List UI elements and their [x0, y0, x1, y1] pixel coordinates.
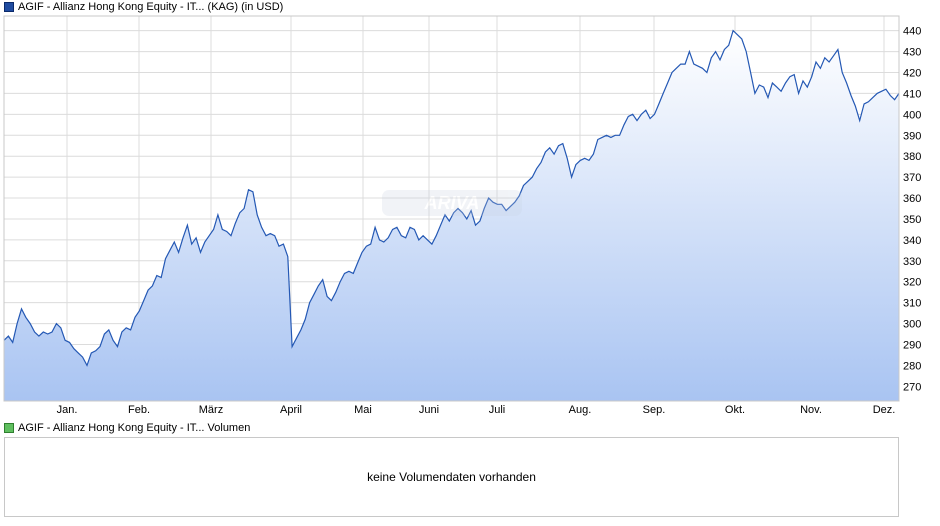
- volume-panel: keine Volumendaten vorhanden: [4, 437, 899, 517]
- legend-price-label: AGIF - Allianz Hong Kong Equity - IT... …: [18, 1, 284, 13]
- y-axis: 270 280 290 300 310 320 330 340 350 360 370 380 390 4…: [903, 26, 921, 394]
- x-tick-label: Aug.: [569, 404, 592, 416]
- x-tick-label: Okt.: [725, 404, 745, 416]
- volume-empty-message: keine Volumendaten vorhanden: [367, 470, 536, 484]
- y-tick-label: 370: [903, 172, 921, 184]
- plot-frame: [3, 15, 900, 402]
- x-tick-label: Jan.: [57, 404, 78, 416]
- y-tick-label: 310: [903, 298, 921, 310]
- legend-price: AGIF - Allianz Hong Kong Equity - IT... …: [4, 0, 283, 14]
- legend-volume-label: AGIF - Allianz Hong Kong Equity - IT... …: [18, 422, 251, 434]
- y-tick-label: 440: [903, 26, 921, 38]
- y-tick-label: 270: [903, 381, 921, 393]
- x-axis: Jan. Feb. März April Mai Juni Juli Aug. Sep. Okt.…: [57, 404, 896, 416]
- y-tick-label: 290: [903, 340, 921, 352]
- y-tick-label: 340: [903, 235, 921, 247]
- y-tick-label: 360: [903, 193, 921, 205]
- x-tick-label: Juli: [489, 404, 506, 416]
- ariva-watermark: ARIVA: [382, 190, 522, 216]
- x-tick-label: Mai: [354, 404, 372, 416]
- price-chart: ARIVA 270 280 290 300 310 320 330 340 350 360 370 3…: [3, 15, 921, 416]
- price-line: [3, 29, 900, 367]
- price-area: [4, 30, 899, 401]
- svg-text:ARIVA: ARIVA: [424, 193, 480, 213]
- x-tick-label: Sep.: [643, 404, 666, 416]
- legend-volume: AGIF - Allianz Hong Kong Equity - IT... …: [4, 421, 250, 435]
- y-tick-label: 280: [903, 360, 921, 372]
- y-tick-label: 300: [903, 319, 921, 331]
- x-tick-label: April: [280, 404, 302, 416]
- y-tick-label: 420: [903, 67, 921, 79]
- y-tick-label: 430: [903, 47, 921, 59]
- x-tick-label: Nov.: [800, 404, 822, 416]
- y-tick-label: 330: [903, 256, 921, 268]
- legend-price-swatch: [4, 2, 14, 12]
- y-tick-label: 400: [903, 109, 921, 121]
- y-tick-label: 380: [903, 151, 921, 163]
- legend-volume-swatch: [4, 423, 14, 433]
- y-tick-label: 320: [903, 277, 921, 289]
- x-tick-label: Dez.: [873, 404, 896, 416]
- y-tick-label: 410: [903, 88, 921, 100]
- x-tick-label: März: [199, 404, 223, 416]
- x-tick-label: Juni: [419, 404, 439, 416]
- x-tick-label: Feb.: [128, 404, 150, 416]
- y-tick-label: 390: [903, 130, 921, 142]
- y-tick-label: 350: [903, 214, 921, 226]
